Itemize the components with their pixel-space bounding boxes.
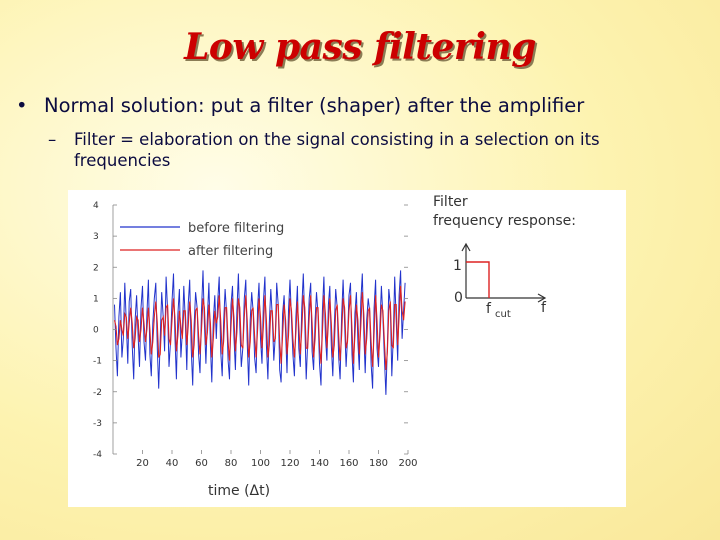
x-tick-label: 160 (339, 458, 358, 469)
x-tick-label: 40 (166, 458, 179, 469)
y-tick-label: 0 (93, 326, 99, 336)
bullet2-text: Filter = elaboration on the signal consi… (74, 130, 600, 170)
x-tick-label: 140 (310, 458, 329, 469)
y-tick-label: 1 (93, 294, 99, 304)
x-tick-label: 120 (280, 458, 299, 469)
x-tick-label: 100 (251, 458, 270, 469)
inset-heading-line1: Filter (433, 194, 468, 210)
y-tick-label: 2 (93, 263, 99, 273)
bullet1-text: Normal solution: put a filter (shaper) a… (44, 94, 585, 117)
inset-arrow-up (461, 242, 471, 252)
y-tick-label: -1 (93, 357, 102, 367)
inset-label-one: 1 (453, 258, 462, 274)
slide-title: Low pass filtering (184, 26, 536, 68)
x-tick-label: 200 (398, 458, 417, 469)
inset-response-curve (466, 261, 490, 298)
inset-label-fcut: f (486, 301, 492, 317)
bullet-dash: – (48, 130, 57, 149)
figure-panel: 4 3 2 1 0 -1 -2 -3 -4 20 40 60 80 100 120 140 160 180 200 … (68, 190, 626, 507)
inset-label-f: f (541, 300, 547, 316)
inset-frequency-response: Filter frequency response: 1 0 f cut f (433, 194, 576, 320)
legend-after-label: after filtering (188, 244, 273, 259)
bullet-dot: • (16, 94, 28, 117)
x-tick-label: 20 (136, 458, 149, 469)
x-tick-label: 180 (369, 458, 388, 469)
x-axis-label: time (Δt) (208, 483, 270, 499)
bullet-normal-solution: • Normal solution: put a filter (shaper) … (16, 94, 584, 117)
x-tick-label: 80 (225, 458, 238, 469)
x-tick-label: 60 (195, 458, 208, 469)
inset-heading-line2: frequency response: (433, 213, 576, 229)
legend-before-label: before filtering (188, 221, 284, 236)
inset-label-zero: 0 (454, 290, 463, 306)
series-after-filtering (113, 285, 406, 371)
y-tick-label: -2 (93, 388, 102, 398)
inset-label-fcut-sub: cut (495, 309, 511, 320)
y-tick-label: 4 (93, 201, 99, 211)
y-tick-label: -3 (93, 419, 102, 429)
inset-arrow-right (537, 293, 547, 303)
sub-bullet-filter-definition: – Filter = elaboration on the signal con… (48, 129, 698, 171)
y-tick-label: 3 (93, 232, 99, 242)
y-tick-label: -4 (93, 450, 102, 460)
